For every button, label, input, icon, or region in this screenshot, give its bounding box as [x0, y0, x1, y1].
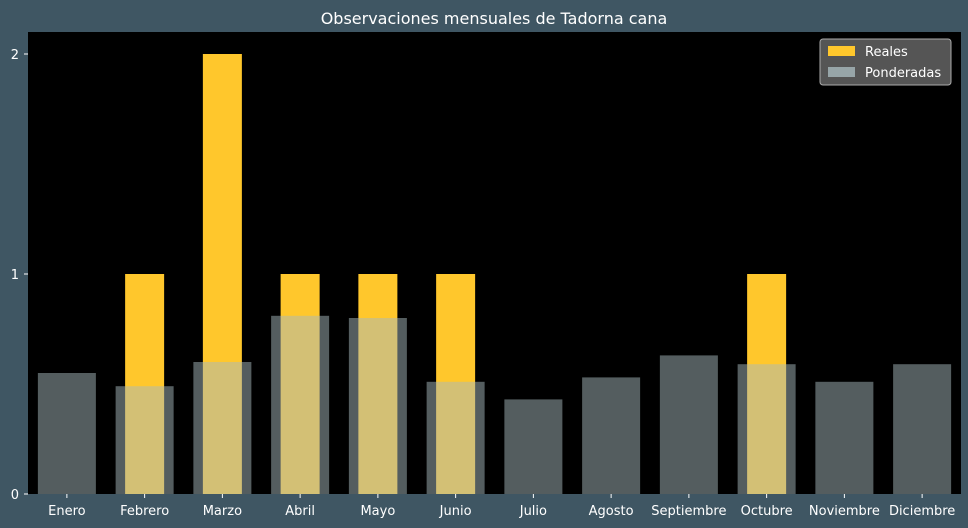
- bar-ponderadas-4: [348, 318, 407, 494]
- bar-ponderadas-7: [582, 377, 641, 494]
- x-tick-label: Julio: [519, 504, 547, 519]
- bar-ponderadas-1: [115, 386, 174, 494]
- bar-ponderadas-11: [893, 364, 952, 494]
- x-tick-label: Octubre: [741, 504, 793, 519]
- x-tick-label: Septiembre: [651, 504, 726, 519]
- x-tick-label: Noviembre: [809, 504, 880, 519]
- x-tick-label: Marzo: [203, 504, 242, 519]
- legend-swatch-reales: [828, 46, 855, 56]
- y-tick-label: 1: [11, 268, 19, 283]
- legend-label-ponderadas: Ponderadas: [865, 66, 941, 81]
- legend-swatch-ponderadas: [828, 67, 855, 77]
- x-axis: Enero Febrero Marzo Abril Mayo Junio Julio Agos…: [48, 494, 955, 519]
- x-tick-label: Mayo: [360, 504, 395, 519]
- bar-ponderadas-6: [504, 399, 563, 494]
- legend: Reales Ponderadas: [819, 38, 952, 86]
- bar-ponderadas-0: [37, 373, 96, 494]
- chart-title: Observaciones mensuales de Tadorna cana: [321, 9, 668, 28]
- bar-ponderadas-3: [271, 315, 330, 494]
- x-tick-label: Agosto: [589, 504, 634, 519]
- x-tick-label: Febrero: [120, 504, 169, 519]
- bar-ponderadas-9: [737, 364, 796, 494]
- x-tick-label: Diciembre: [889, 504, 955, 519]
- y-tick-label: 2: [11, 48, 19, 63]
- legend-label-reales: Reales: [865, 45, 908, 60]
- x-tick-label: Abril: [285, 504, 315, 519]
- y-tick-label: 0: [11, 488, 19, 503]
- bar-ponderadas-5: [426, 381, 485, 494]
- plot-area: [28, 32, 961, 494]
- x-tick-label: Enero: [48, 504, 86, 519]
- bar-ponderadas-8: [659, 355, 718, 494]
- bar-ponderadas-10: [815, 381, 874, 494]
- bar-ponderadas-2: [193, 362, 252, 494]
- weighted-bars-group: [37, 315, 952, 494]
- y-axis: 0 1 2: [11, 48, 28, 503]
- x-tick-label: Junio: [439, 504, 472, 519]
